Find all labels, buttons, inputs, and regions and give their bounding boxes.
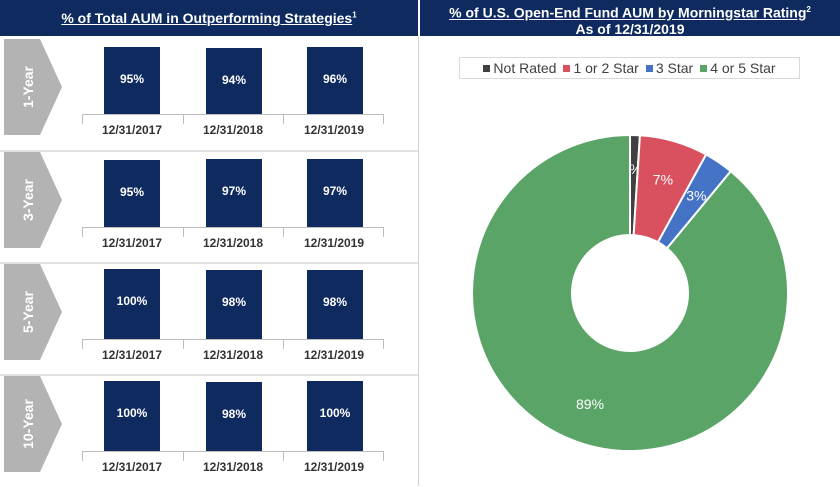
bar: 98% bbox=[206, 270, 262, 339]
row-divider bbox=[0, 374, 418, 376]
bar: 98% bbox=[206, 382, 262, 451]
legend-item-4-or-5-star: 4 or 5 Star bbox=[700, 60, 776, 76]
left-chart-title: % of Total AUM in Outperforming Strategi… bbox=[61, 10, 353, 26]
period-arrow bbox=[4, 39, 62, 135]
period-arrow bbox=[4, 376, 62, 472]
left-chart-header: % of Total AUM in Outperforming Strategi… bbox=[0, 0, 418, 36]
legend-item-1-or-2-star: 1 or 2 Star bbox=[563, 60, 639, 76]
donut-legend: Not Rated 1 or 2 Star 3 Star 4 or 5 Star bbox=[459, 57, 800, 79]
date-label: 12/31/2017 bbox=[101, 123, 163, 137]
date-label: 12/31/2018 bbox=[202, 460, 264, 474]
bar-baseline bbox=[82, 451, 384, 452]
bar: 98% bbox=[307, 270, 363, 339]
bar: 97% bbox=[307, 159, 363, 227]
legend-swatch bbox=[483, 64, 491, 72]
donut-chart: 1%7%3%89% bbox=[471, 133, 789, 452]
right-chart-title: % of U.S. Open-End Fund AUM by Morningst… bbox=[449, 4, 807, 21]
period-label: 10-Year bbox=[20, 399, 37, 449]
legend-label: 3 Star bbox=[655, 60, 694, 76]
bar: 100% bbox=[307, 381, 363, 451]
period-arrow bbox=[4, 264, 62, 360]
bar: 96% bbox=[307, 47, 363, 114]
legend-label: 4 or 5 Star bbox=[710, 60, 776, 76]
period-row-5-year: 5-Year 100% 98% 98% 12/31/2017 12/31/201… bbox=[0, 262, 418, 375]
row-divider bbox=[0, 262, 418, 264]
date-label: 12/31/2019 bbox=[303, 236, 365, 250]
period-arrow bbox=[4, 152, 62, 248]
bar-baseline bbox=[82, 227, 384, 228]
right-chart-header: % of U.S. Open-End Fund AUM by Morningst… bbox=[420, 0, 840, 37]
legend-item-not-rated: Not Rated bbox=[483, 60, 556, 76]
donut-data-label: 89% bbox=[576, 396, 604, 412]
period-row-3-year: 3-Year 95% 97% 97% 12/31/2017 12/31/2018… bbox=[0, 150, 418, 263]
period-row-1-year: 1-Year 95% 94% 96% 12/31/2017 12/31/2018… bbox=[0, 37, 418, 150]
donut-slice-4-or-5-star bbox=[471, 133, 789, 452]
legend-swatch bbox=[563, 64, 571, 72]
legend-label: 1 or 2 Star bbox=[573, 60, 639, 76]
bar: 95% bbox=[104, 160, 160, 227]
legend-item-3-star: 3 Star bbox=[645, 60, 694, 76]
date-label: 12/31/2017 bbox=[101, 348, 163, 362]
date-label: 12/31/2019 bbox=[303, 460, 365, 474]
date-label: 12/31/2017 bbox=[101, 460, 163, 474]
legend-swatch bbox=[700, 64, 708, 72]
right-chart-subtitle: As of 12/31/2019 bbox=[575, 20, 685, 37]
right-title-footnote: 2 bbox=[806, 5, 811, 14]
bar: 94% bbox=[206, 48, 262, 114]
legend-label: Not Rated bbox=[493, 60, 557, 76]
date-label: 12/31/2019 bbox=[303, 123, 365, 137]
donut-data-label: 3% bbox=[686, 187, 706, 203]
left-title-footnote: 1 bbox=[352, 10, 357, 20]
panel-divider bbox=[418, 36, 419, 486]
bar-baseline bbox=[82, 114, 384, 115]
period-label: 1-Year bbox=[19, 65, 36, 109]
period-label: 3-Year bbox=[19, 178, 36, 222]
date-label: 12/31/2019 bbox=[303, 348, 365, 362]
legend-swatch bbox=[645, 64, 653, 72]
bar-baseline bbox=[82, 339, 384, 340]
bar: 95% bbox=[104, 47, 160, 114]
bar: 100% bbox=[104, 269, 160, 339]
date-label: 12/31/2017 bbox=[101, 236, 163, 250]
period-label: 5-Year bbox=[19, 290, 36, 334]
period-row-10-year: 10-Year 100% 98% 100% 12/31/2017 12/31/2… bbox=[0, 374, 418, 487]
donut-data-label: 7% bbox=[653, 172, 673, 188]
bar: 97% bbox=[206, 159, 262, 227]
date-label: 12/31/2018 bbox=[202, 236, 264, 250]
date-label: 12/31/2018 bbox=[202, 348, 264, 362]
bar: 100% bbox=[104, 381, 160, 451]
row-divider bbox=[0, 150, 418, 152]
date-label: 12/31/2018 bbox=[202, 123, 264, 137]
